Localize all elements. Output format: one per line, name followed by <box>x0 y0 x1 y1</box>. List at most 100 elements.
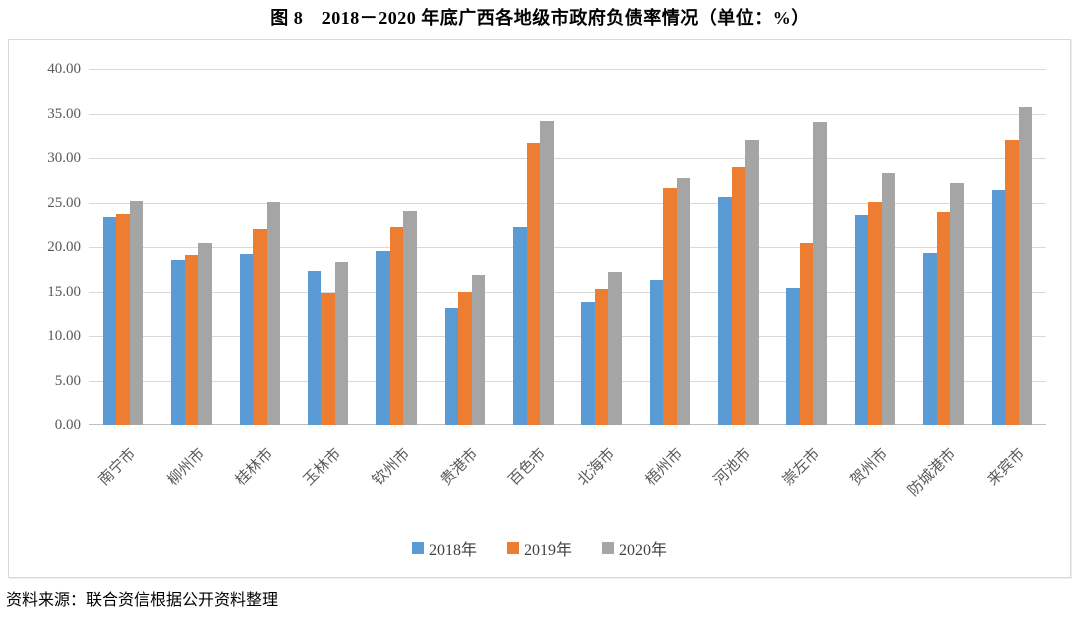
bar-2019年-钦州市 <box>389 227 404 425</box>
bar-2020年-贵港市 <box>471 275 486 425</box>
legend-label: 2018年 <box>428 542 477 559</box>
bar-2018年-北海市 <box>581 302 595 425</box>
bar-2019年-贺州市 <box>868 201 882 425</box>
x-tick-label: 崇左市 <box>779 445 823 489</box>
y-tick-label: 30.00 <box>47 150 81 166</box>
y-tick-label: 10.00 <box>47 328 81 344</box>
gridline <box>89 113 1046 115</box>
bar-2020年-南宁市 <box>129 200 144 425</box>
bar-2019年-河池市 <box>731 166 746 425</box>
gridline <box>89 158 1046 159</box>
bar-2018年-贵港市 <box>444 308 459 425</box>
plot-area <box>89 69 1046 425</box>
bar-2020年-玉林市 <box>334 262 349 425</box>
bar-group-崇左市 <box>773 69 841 425</box>
y-axis: 0.00 5.00 10.00 15.00 20.00 25.00 30.00 35.00 40… <box>13 61 81 433</box>
y-tick-label: 40.00 <box>47 61 81 77</box>
bar-2020年-崇左市 <box>813 121 827 425</box>
y-tick-label: 20.00 <box>47 239 81 255</box>
source-note: 资料来源：联合资信根据公开资料整理 <box>6 592 279 609</box>
bar-2018年-钦州市 <box>376 251 390 425</box>
bar-2020年-百色市 <box>540 120 554 425</box>
bar-2019年-桂林市 <box>253 229 267 425</box>
bar-group-玉林市 <box>294 69 362 425</box>
gridline <box>89 291 1046 293</box>
y-tick-label: 0.00 <box>54 417 81 433</box>
bar-2018年-百色市 <box>513 227 527 425</box>
bar-2020年-贺州市 <box>881 173 896 425</box>
bar-2019年-南宁市 <box>116 214 130 425</box>
chart-title: 图 8 2018－2020 年底广西各地级市政府负债率情况（单位：%） <box>270 8 810 28</box>
bar-2020年-防城港市 <box>950 182 964 425</box>
bar-group-南宁市 <box>89 69 157 425</box>
y-tick-label: 5.00 <box>54 372 81 389</box>
legend-label: 2020年 <box>619 542 668 559</box>
bar-2018年-河池市 <box>718 197 732 425</box>
x-axis-line <box>89 424 1046 425</box>
x-tick-label: 百色市 <box>506 445 550 489</box>
legend: 2018年 2019年 2020年 <box>9 536 1070 560</box>
x-tick-label: 桂林市 <box>232 445 277 489</box>
legend-swatch-icon <box>602 542 614 554</box>
bar-2019年-崇左市 <box>799 242 814 425</box>
bar-group-北海市 <box>568 69 636 425</box>
bar-2018年-贺州市 <box>854 214 869 425</box>
bar-group-梧州市 <box>636 69 704 425</box>
x-tick-label: 玉林市 <box>301 445 345 489</box>
bar-2018年-崇左市 <box>786 287 800 425</box>
bar-2019年-柳州市 <box>184 255 199 425</box>
bar-2019年-贵港市 <box>458 292 472 425</box>
gridline <box>89 247 1046 248</box>
bar-group-桂林市 <box>226 69 294 425</box>
x-tick-label: 来宾市 <box>984 445 1028 489</box>
x-tick-label: 钦州市 <box>369 445 413 489</box>
bar-group-防城港市 <box>909 69 977 425</box>
bar-2018年-梧州市 <box>649 279 664 425</box>
legend-item-2018年: 2018年 <box>411 536 477 560</box>
bar-2020年-北海市 <box>608 271 622 425</box>
gridline <box>89 202 1046 204</box>
bar-group-柳州市 <box>157 69 225 425</box>
legend-item-2020年: 2020年 <box>602 536 667 560</box>
y-tick-label: 25.00 <box>47 194 81 211</box>
bar-2020年-钦州市 <box>403 210 417 425</box>
bar-group-贺州市 <box>841 69 909 425</box>
bar-2018年-柳州市 <box>171 260 185 425</box>
legend-item-2019年: 2019年 <box>506 536 572 560</box>
bar-2018年-来宾市 <box>991 190 1006 425</box>
bar-2020年-河池市 <box>745 140 759 425</box>
bar-group-百色市 <box>499 69 567 425</box>
bar-2019年-北海市 <box>594 288 609 425</box>
bar-2019年-百色市 <box>526 142 541 425</box>
x-tick-label: 贺州市 <box>848 445 892 489</box>
x-tick-label: 贵港市 <box>437 445 482 489</box>
bar-2020年-梧州市 <box>676 177 691 425</box>
x-tick-label: 北海市 <box>574 445 618 489</box>
bar-2018年-桂林市 <box>239 254 254 425</box>
bar-2020年-来宾市 <box>1018 107 1033 425</box>
bar-2018年-玉林市 <box>307 271 322 425</box>
gridline <box>89 380 1046 382</box>
bar-2019年-来宾市 <box>1005 140 1019 425</box>
bar-group-河池市 <box>704 69 772 425</box>
bar-group-钦州市 <box>362 69 430 425</box>
bar-2020年-柳州市 <box>198 243 212 425</box>
gridline <box>89 336 1046 337</box>
x-tick-label: 河池市 <box>711 445 755 489</box>
bar-group-来宾市 <box>978 69 1046 425</box>
bar-2018年-防城港市 <box>923 253 937 425</box>
bar-2018年-南宁市 <box>102 216 117 425</box>
x-tick-label: 柳州市 <box>164 445 208 489</box>
bar-2019年-防城港市 <box>936 212 951 425</box>
chart-area: 0.00 5.00 10.00 15.00 20.00 25.00 30.00 35.00 40… <box>8 39 1071 578</box>
bar-2019年-梧州市 <box>663 188 677 425</box>
bar-2020年-桂林市 <box>266 201 281 425</box>
y-tick-label: 35.00 <box>47 105 81 122</box>
bar-group-贵港市 <box>431 69 499 425</box>
bar-2019年-玉林市 <box>321 293 335 425</box>
legend-swatch-icon <box>506 542 519 554</box>
legend-label: 2019年 <box>523 542 572 559</box>
gridline <box>89 69 1046 70</box>
y-tick-label: 15.00 <box>47 283 81 300</box>
